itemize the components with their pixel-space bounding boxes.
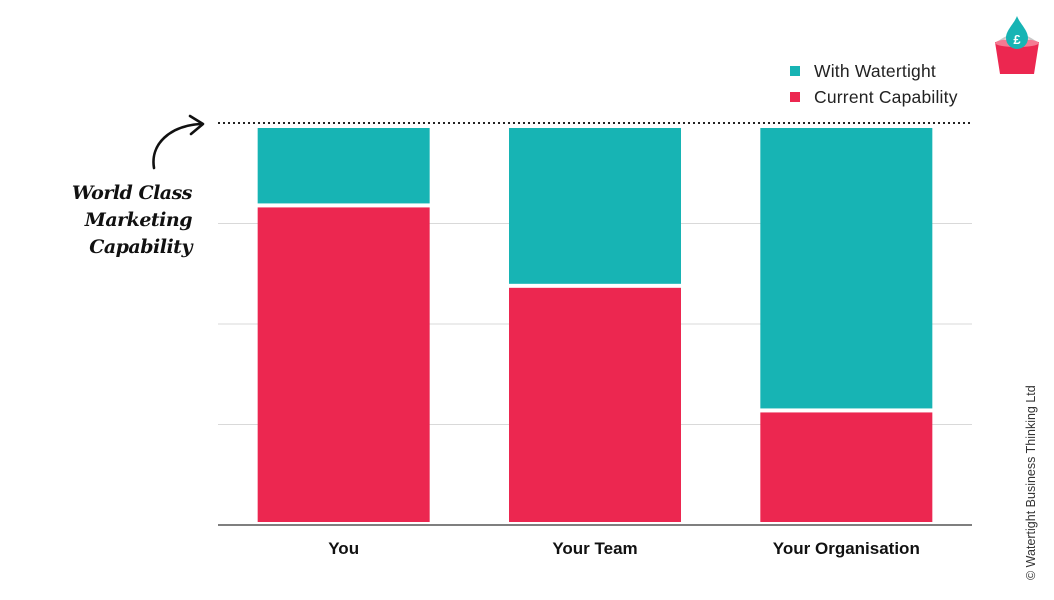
x-tick-label: You [328,539,359,558]
legend-item-with-watertight: With Watertight [790,58,958,84]
arrowhead [188,114,205,136]
legend-label-current-capability: Current Capability [814,86,958,107]
logo-symbol: £ [1013,32,1021,47]
legend-swatch-current-capability [790,92,800,102]
x-tick-label: Your Team [552,539,637,558]
x-tick-labels: You Your Team Your Organisation [328,539,920,558]
annotation-line-2: Marketing Capability [84,209,193,258]
legend-swatch-with-watertight [790,66,800,76]
legend-label-with-watertight: With Watertight [814,60,936,81]
world-class-annotation: World Class Marketing Capability [0,180,193,261]
curved-arrow-icon [152,122,202,170]
x-tick-label: Your Organisation [773,539,920,558]
legend-item-current-capability: Current Capability [790,84,958,110]
bucket-pound-icon: £ [995,16,1039,74]
bar-with-watertight-your-team [509,128,681,284]
bar-current-capability-your-organisation [760,412,933,522]
bars [257,128,933,523]
legend: With Watertight Current Capability [790,58,958,110]
bar-current-capability-you [257,207,430,523]
bar-current-capability-your-team [509,287,681,522]
bar-with-watertight-your-organisation [760,128,933,409]
copyright-text: © Watertight Business Thinking Ltd [1024,385,1038,580]
annotation-line-1: World Class [71,182,193,204]
bar-with-watertight-you [257,128,430,204]
